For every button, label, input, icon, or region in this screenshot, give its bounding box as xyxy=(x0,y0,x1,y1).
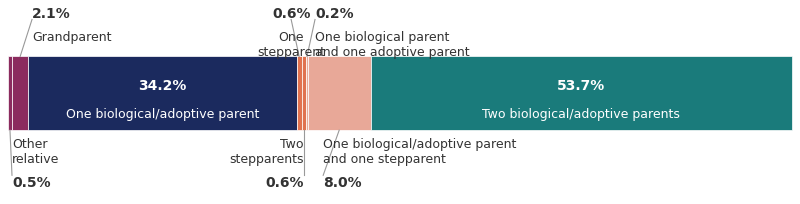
Bar xyxy=(370,57,792,131)
Bar xyxy=(302,57,306,131)
Text: Other
relative: Other relative xyxy=(12,137,59,165)
Bar xyxy=(306,57,308,131)
Text: Grandparent: Grandparent xyxy=(32,31,111,43)
Text: 2.1%: 2.1% xyxy=(32,7,70,20)
Text: 8.0%: 8.0% xyxy=(323,175,362,189)
Bar xyxy=(12,57,29,131)
Text: 53.7%: 53.7% xyxy=(557,79,606,93)
Text: Two biological/adoptive parents: Two biological/adoptive parents xyxy=(482,108,680,121)
Bar xyxy=(308,57,370,131)
Text: 0.5%: 0.5% xyxy=(12,175,50,189)
Text: One biological parent
and one adoptive parent: One biological parent and one adoptive p… xyxy=(315,31,470,59)
Text: 0.2%: 0.2% xyxy=(315,7,354,20)
Text: 34.2%: 34.2% xyxy=(138,79,186,93)
Text: 0.6%: 0.6% xyxy=(272,7,310,20)
Bar xyxy=(297,57,302,131)
Text: Two
stepparents: Two stepparents xyxy=(230,137,304,165)
Text: One
stepparent: One stepparent xyxy=(257,31,325,59)
Bar xyxy=(29,57,297,131)
Text: 0.6%: 0.6% xyxy=(266,175,304,189)
Text: One biological/adoptive parent
and one stepparent: One biological/adoptive parent and one s… xyxy=(323,137,517,165)
Bar xyxy=(8,57,12,131)
Text: One biological/adoptive parent: One biological/adoptive parent xyxy=(66,108,259,121)
